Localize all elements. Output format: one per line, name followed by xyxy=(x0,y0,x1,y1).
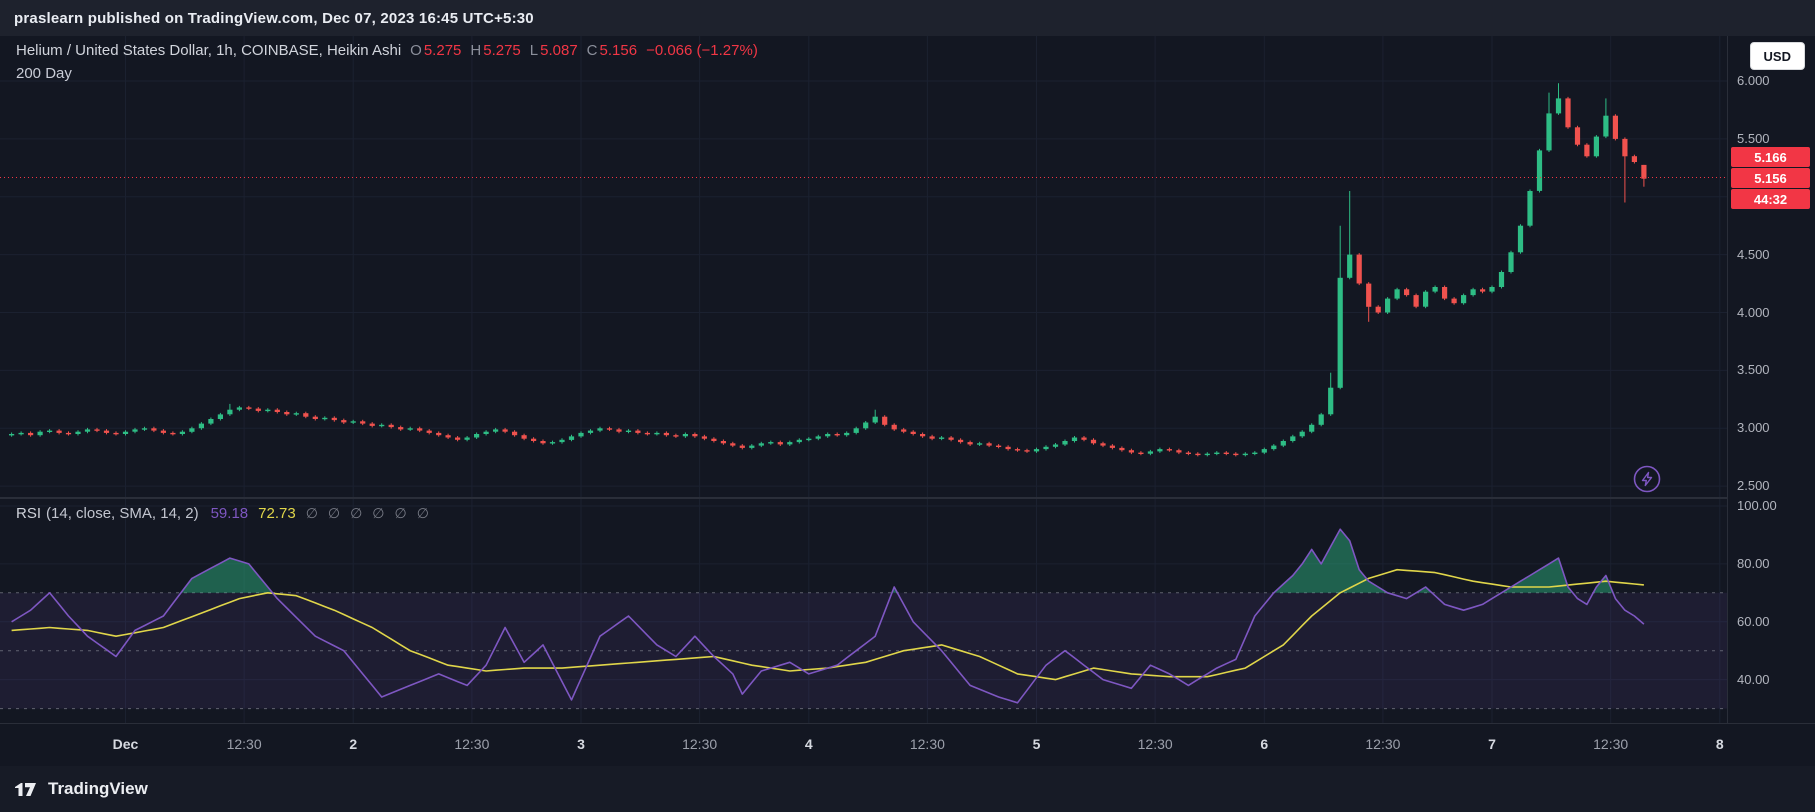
time-axis[interactable]: Dec 12:30 2 12:30 3 12:30 4 12:30 5 12:30 6 12:30 7 1… xyxy=(0,723,1815,766)
rsi-legend: RSI (14, close, SMA, 14, 2) 59.18 72.73 ∅ ∅ ∅ ∅… xyxy=(16,505,429,522)
currency-toggle-button[interactable]: USD xyxy=(1749,42,1805,70)
symbol-title[interactable]: Helium / United States Dollar, 1h, COINB… xyxy=(16,42,402,59)
close-label: C xyxy=(586,42,598,59)
price-axis-label: 3.000 xyxy=(1737,420,1770,436)
publish-info-text: praslearn published on TradingView.com, … xyxy=(14,9,534,27)
price-axis-label: 4.000 xyxy=(1737,304,1770,320)
rsi-pane-chart[interactable] xyxy=(0,498,1727,723)
time-axis-label: 2 xyxy=(349,736,358,752)
heikin-ashi-candles xyxy=(9,83,1647,457)
rsi-params: (14, close, SMA, 14, 2) xyxy=(46,505,199,522)
rsi-indicator-title[interactable]: RSI xyxy=(16,505,42,522)
time-axis-label: Dec xyxy=(112,736,139,752)
footer-bar: TradingView xyxy=(0,766,1815,812)
time-axis-label: 5 xyxy=(1032,736,1041,752)
high-label: H xyxy=(470,42,482,59)
symbol-legend: Helium / United States Dollar, 1h, COINB… xyxy=(16,42,758,82)
rsi-line xyxy=(11,528,1645,704)
ha-close-price-badge: 5.156 xyxy=(1731,168,1810,188)
pane-divider[interactable] xyxy=(0,497,1727,499)
empty-value-icon: ∅ xyxy=(327,505,341,521)
change-value: −0.066 (−1.27%) xyxy=(646,42,758,59)
rsi-grid xyxy=(0,498,1727,723)
price-axis-label: 5.500 xyxy=(1737,130,1770,146)
time-axis-label: 12:30 xyxy=(226,736,262,752)
rsi-sma-current-value: 72.73 xyxy=(258,505,296,522)
rsi-axis-label: 80.00 xyxy=(1737,555,1770,571)
time-axis-label: 12:30 xyxy=(909,736,945,752)
time-axis-label: 7 xyxy=(1488,736,1496,752)
rsi-lines xyxy=(11,528,1645,704)
empty-value-icon: ∅ xyxy=(416,505,429,521)
rsi-axis-label: 40.00 xyxy=(1737,671,1770,687)
empty-value-icon: ∅ xyxy=(394,505,407,521)
rsi-axis-label: 60.00 xyxy=(1737,613,1770,629)
price-axis-label: 6.000 xyxy=(1737,73,1770,88)
last-price-badge: 5.166 xyxy=(1731,147,1810,167)
range-label: 200 Day xyxy=(16,65,72,82)
close-value: 5.156 xyxy=(599,42,638,59)
time-axis-label: 12:30 xyxy=(1137,736,1173,752)
empty-value-icon: ∅ xyxy=(350,505,363,521)
rsi-current-value: 59.18 xyxy=(210,505,249,522)
time-axis-label: 12:30 xyxy=(1365,736,1401,752)
empty-value-icon: ∅ xyxy=(305,505,318,521)
time-axis-label: 4 xyxy=(804,736,813,752)
time-axis-label: 8 xyxy=(1715,736,1724,752)
price-axis[interactable]: 100.0080.0060.0040.006.0005.5005.0004.50… xyxy=(1727,36,1815,723)
price-grid xyxy=(0,36,1727,498)
price-axis-label: 4.500 xyxy=(1737,246,1770,262)
time-axis-label: 3 xyxy=(577,736,585,752)
rsi-band xyxy=(0,592,1727,710)
low-label: L xyxy=(529,42,539,59)
open-value: 5.275 xyxy=(423,42,462,59)
time-axis-label: 12:30 xyxy=(1593,736,1629,752)
open-label: O xyxy=(410,42,422,59)
time-axis-label: 6 xyxy=(1260,736,1269,752)
empty-value-icon: ∅ xyxy=(372,505,385,521)
legend-title-row: Helium / United States Dollar, 1h, COINB… xyxy=(16,42,758,59)
low-value: 5.087 xyxy=(540,42,578,59)
price-pane-chart[interactable] xyxy=(0,36,1727,498)
time-axis-label: 12:30 xyxy=(682,736,718,752)
time-axis-label: 12:30 xyxy=(454,736,490,752)
publish-bar: praslearn published on TradingView.com, … xyxy=(0,0,1815,36)
tradingview-wordmark[interactable]: TradingView xyxy=(48,779,148,798)
rsi-overbought-fill xyxy=(181,529,1613,593)
tradingview-logo-icon[interactable] xyxy=(13,780,40,799)
boost-lightning-icon[interactable] xyxy=(1630,462,1664,496)
bar-countdown-badge: 44:32 xyxy=(1731,189,1810,209)
rsi-axis-label: 100.00 xyxy=(1737,498,1777,513)
high-value: 5.275 xyxy=(483,42,521,59)
price-axis-label: 2.500 xyxy=(1737,478,1770,494)
price-axis-label: 3.500 xyxy=(1737,362,1770,378)
